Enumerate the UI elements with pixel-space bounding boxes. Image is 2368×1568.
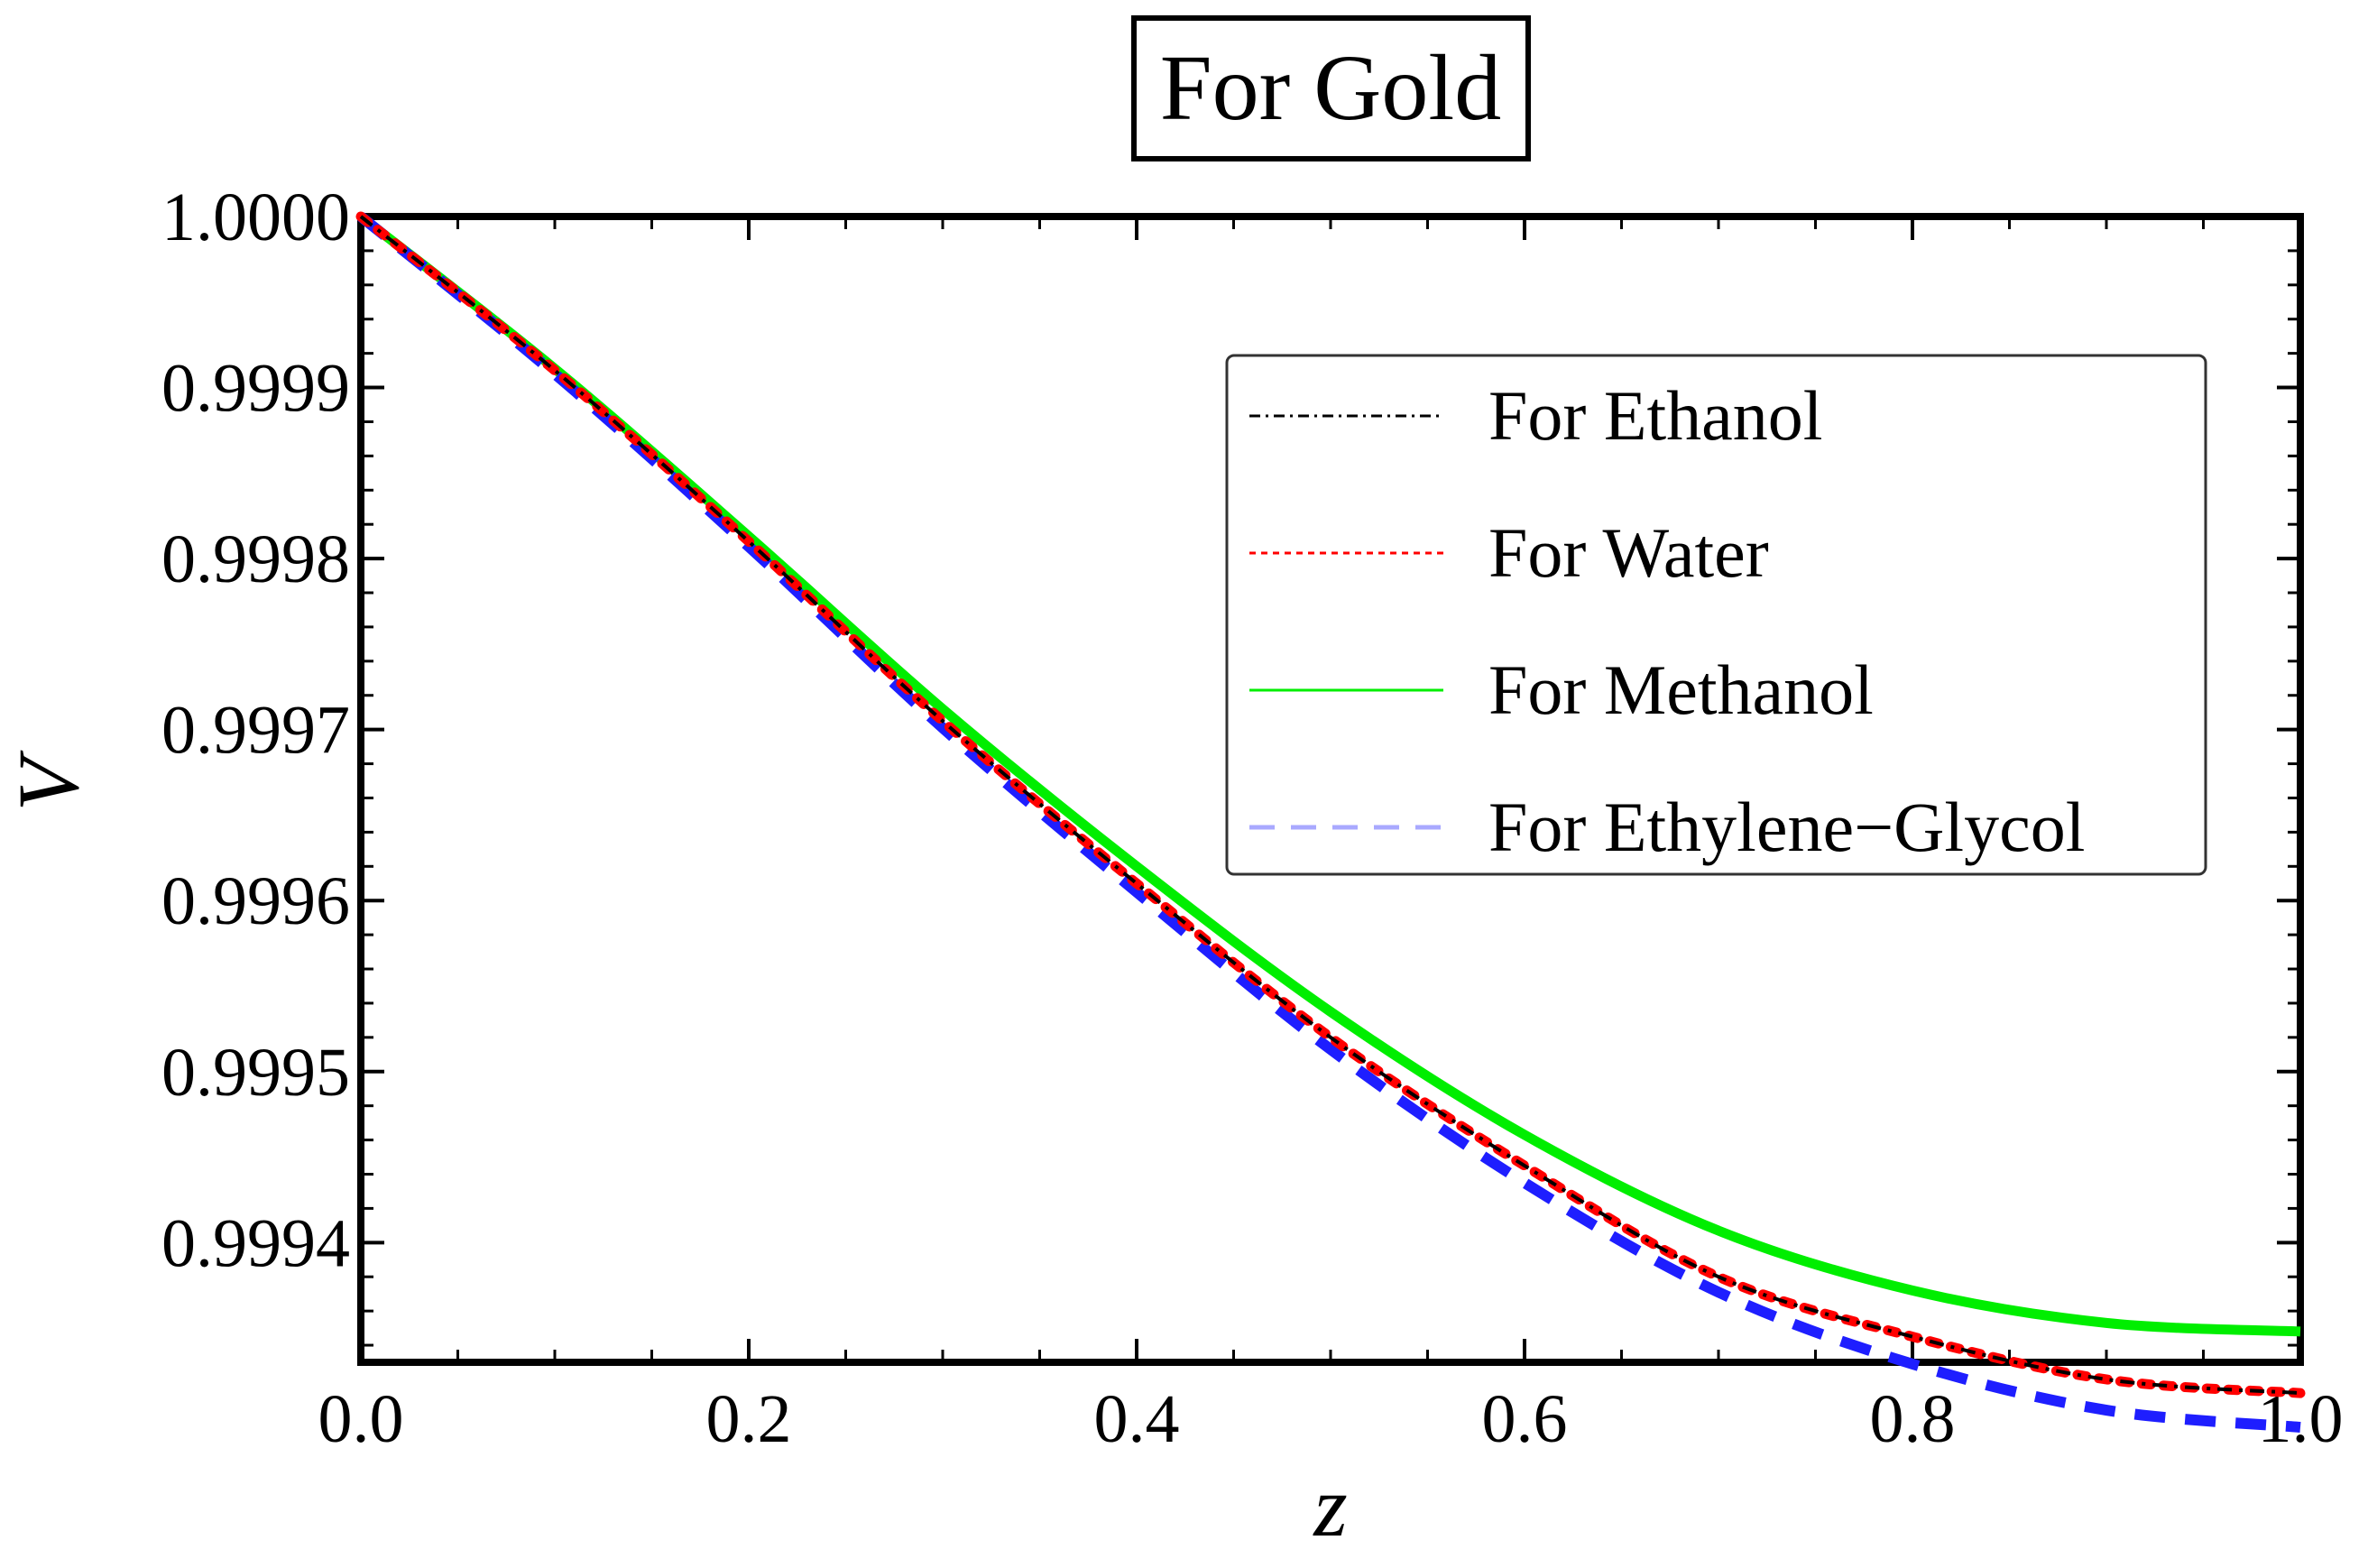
- legend: For Ethanol For Water For Methanol For Ethy…: [1225, 354, 2207, 876]
- legend-label: For Water: [1488, 513, 1769, 592]
- series-line-for-ethanol: [359, 215, 2301, 1396]
- x-axis-label: z: [1312, 1458, 1347, 1554]
- legend-label: For Ethanol: [1488, 376, 1822, 455]
- y-tick-label: 1.0000: [161, 180, 350, 255]
- series-layer: [355, 211, 2306, 1434]
- x-tick-label: 0.4: [1094, 1381, 1180, 1457]
- chart-title: For Gold: [1160, 36, 1501, 140]
- y-axis-label: V: [0, 750, 97, 811]
- legend-label: For Methanol: [1488, 650, 1874, 729]
- y-tick-label: 0.9997: [161, 693, 350, 769]
- y-tick-label: 0.9994: [161, 1205, 350, 1281]
- series-line-for-methanol: [357, 212, 2301, 1337]
- y-axis-ticks: 1.0000 0.9999 0.9998 0.9997 0.9996 0.9995 0.99…: [161, 180, 2300, 1347]
- chart-title-group: For Gold: [1131, 15, 1531, 161]
- chart-title-box: [1131, 15, 1531, 161]
- x-axis-ticks: 0.0 0.2 0.4 0.6 0.8 1.0: [318, 217, 2344, 1457]
- y-tick-label: 0.9999: [161, 351, 350, 427]
- legend-label: For Ethylene−Glycol: [1488, 788, 2085, 866]
- x-tick-label: 0.8: [1870, 1381, 1956, 1457]
- legend-box: [1225, 354, 2207, 876]
- y-tick-label: 0.9996: [161, 863, 350, 939]
- x-tick-label: 0.2: [706, 1381, 792, 1457]
- x-tick-label: 0.0: [318, 1381, 404, 1457]
- y-tick-label: 0.9998: [161, 521, 350, 597]
- x-tick-label: 0.6: [1482, 1381, 1568, 1457]
- y-tick-label: 0.9995: [161, 1035, 350, 1111]
